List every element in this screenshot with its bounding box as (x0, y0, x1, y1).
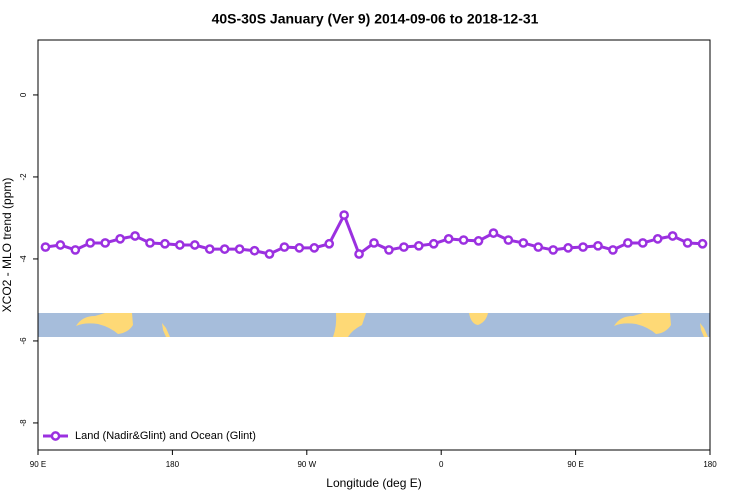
y-tick-label: -4 (19, 255, 28, 263)
y-tick-label: -6 (19, 337, 28, 345)
x-tick-label: 90 E (30, 460, 46, 469)
data-point (458, 235, 469, 245)
data-point (219, 244, 230, 254)
data-point (652, 234, 663, 244)
data-point (608, 245, 618, 255)
data-point (160, 238, 170, 249)
chart-title: 40S-30S January (Ver 9) 2014-09-06 to 20… (212, 11, 539, 27)
data-point (637, 238, 648, 248)
data-point (413, 240, 424, 251)
data-point (563, 243, 573, 253)
data-point (667, 231, 678, 241)
x-tick-label: 90 W (297, 460, 316, 469)
data-point (85, 238, 96, 248)
map-strip (38, 313, 710, 337)
legend-label: Land (Nadir&Glint) and Ocean (Glint) (75, 430, 256, 442)
plot-frame (37, 39, 711, 451)
data-point (339, 210, 349, 220)
data-point (324, 238, 335, 249)
data-point (428, 238, 439, 249)
data-point (249, 245, 260, 256)
y-tick-label: 0 (19, 92, 28, 97)
data-point (55, 240, 66, 250)
data-point (145, 238, 155, 248)
data-point (130, 231, 140, 241)
data-point (234, 244, 245, 254)
data-point (443, 234, 454, 244)
data-point (100, 238, 111, 248)
data-point (309, 243, 320, 253)
legend-marker (50, 431, 61, 441)
data-point (384, 245, 394, 255)
data-point (623, 238, 633, 248)
x-tick-label: 180 (703, 460, 717, 469)
data-point (354, 249, 364, 259)
data-point (264, 249, 275, 259)
data-point (204, 244, 215, 254)
y-tick-label: -2 (19, 173, 28, 181)
data-point (279, 242, 290, 252)
data-point (548, 245, 559, 255)
data-point (369, 238, 379, 248)
x-tick-label: 0 (439, 460, 444, 469)
data-point (40, 242, 51, 252)
y-tick-label: -8 (19, 419, 28, 427)
data-point (70, 245, 81, 255)
data-point (697, 238, 708, 249)
data-point (175, 240, 185, 250)
data-point (488, 228, 499, 238)
data-point (399, 242, 409, 252)
data-point (518, 238, 529, 248)
data-line (45, 213, 703, 256)
data-point (189, 240, 200, 250)
x-tick-label: 180 (166, 460, 180, 469)
data-point (593, 240, 603, 251)
x-axis-label: Longitude (deg E) (326, 476, 421, 490)
data-point (294, 243, 305, 253)
data-point (503, 235, 514, 245)
data-point (473, 236, 484, 246)
data-point (682, 238, 693, 248)
x-tick-label: 90 E (567, 460, 583, 469)
data-point (578, 242, 588, 252)
data-point (533, 242, 544, 252)
y-axis-label: XCO2 - MLO trend (ppm) (0, 178, 14, 313)
data-point (115, 234, 125, 244)
